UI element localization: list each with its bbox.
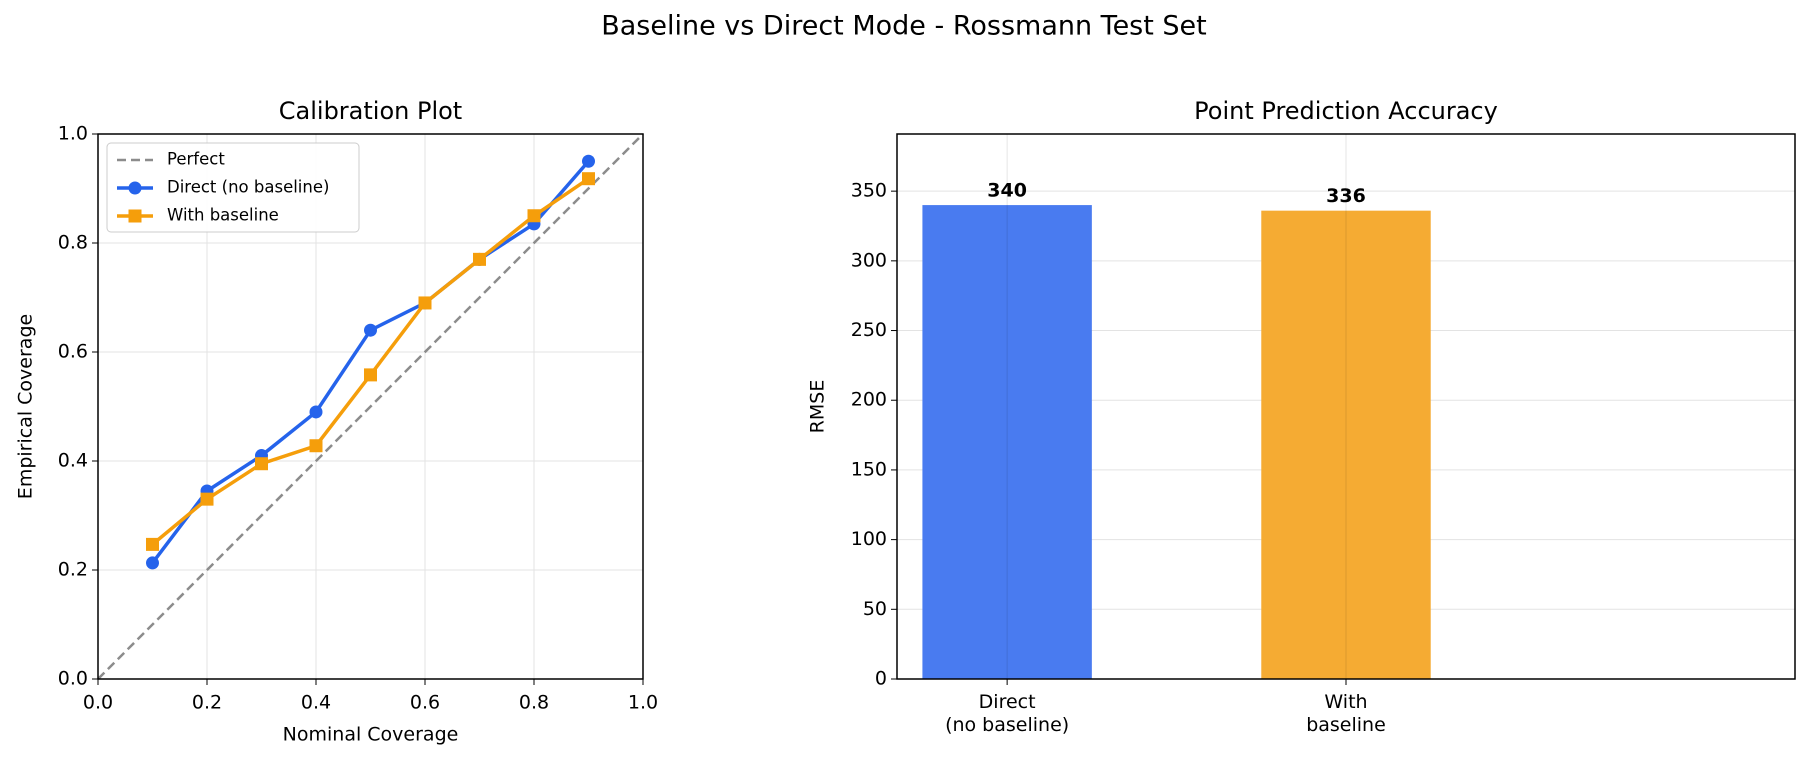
y-tick-label: 150	[851, 458, 887, 480]
x-tick-label: With baseline	[1306, 691, 1386, 736]
point	[146, 556, 159, 570]
point	[255, 457, 268, 471]
y-tick-label: 0.6	[58, 341, 88, 363]
legend-label: Direct (no baseline)	[167, 178, 329, 197]
y-axis-label: Empirical Coverage	[15, 314, 37, 499]
bar	[922, 205, 1092, 679]
point	[364, 368, 377, 382]
point	[309, 405, 323, 419]
x-tick-label: 0.8	[519, 692, 549, 714]
y-tick-label: 1.0	[58, 123, 88, 145]
y-tick-label: 200	[851, 389, 887, 411]
axes-frame	[97, 133, 644, 680]
legend-marker	[128, 181, 142, 195]
point	[364, 323, 377, 337]
legend-box	[106, 142, 360, 233]
point	[582, 172, 595, 186]
chart-title: Point Prediction Accuracy	[1194, 97, 1498, 125]
y-axis-label: RMSE	[807, 380, 829, 434]
y-tick-label: 0.8	[58, 232, 88, 254]
point	[146, 537, 159, 551]
x-tick-label: 0.6	[410, 692, 440, 714]
x-tick-label: 0.0	[83, 692, 113, 714]
data-label: 336	[1326, 185, 1366, 207]
y-tick-label: 50	[863, 598, 887, 620]
x-tick-label: 1.0	[628, 692, 658, 714]
x-tick-label: Direct (no baseline)	[945, 691, 1070, 736]
y-tick-label: 0.4	[58, 450, 88, 472]
point	[473, 252, 486, 266]
point	[309, 439, 323, 453]
y-tick-label: 0.2	[58, 559, 88, 581]
data-label: 340	[987, 180, 1027, 202]
y-tick-label: 100	[851, 528, 887, 550]
legend-label: With baseline	[167, 206, 279, 225]
y-tick-label: 250	[851, 319, 887, 341]
figure-title: Baseline vs Direct Mode - Rossmann Test …	[601, 11, 1207, 42]
x-tick-label: 0.4	[301, 692, 331, 714]
bar	[1261, 210, 1431, 679]
chart-title: Calibration Plot	[279, 97, 462, 125]
legend-label: Perfect	[167, 150, 225, 169]
y-tick-label: 0	[875, 668, 887, 690]
x-axis-label: Nominal Coverage	[283, 724, 459, 746]
point	[418, 296, 432, 310]
point	[200, 492, 214, 506]
point	[582, 154, 595, 168]
series-line	[151, 177, 590, 546]
legend-marker	[128, 209, 142, 223]
point	[527, 209, 541, 223]
y-tick-label: 350	[851, 180, 887, 202]
series-line	[97, 133, 644, 680]
x-tick-label: 0.2	[192, 692, 222, 714]
y-tick-label: 300	[851, 249, 887, 271]
y-tick-label: 0.0	[58, 668, 88, 690]
axes-frame	[896, 133, 1796, 680]
